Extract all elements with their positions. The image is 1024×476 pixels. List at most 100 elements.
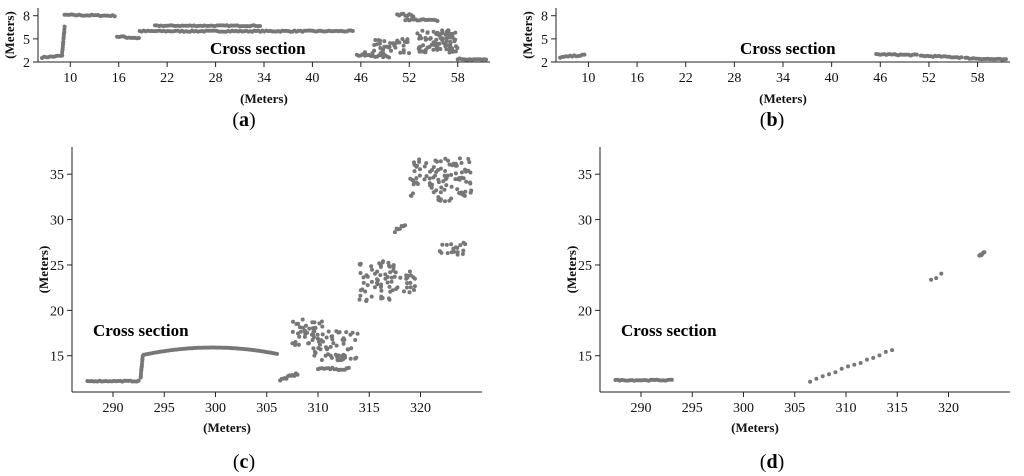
data-point — [297, 325, 302, 330]
data-point — [453, 30, 458, 35]
data-point — [136, 36, 141, 40]
data-point — [436, 168, 441, 172]
data-point — [342, 353, 347, 358]
data-point — [431, 40, 436, 45]
data-point — [311, 346, 316, 351]
data-point — [443, 32, 448, 37]
data-point — [431, 47, 436, 52]
data-point — [295, 372, 300, 377]
data-point — [445, 251, 450, 256]
data-point — [324, 335, 329, 340]
data-point — [297, 334, 302, 339]
data-point — [364, 297, 369, 302]
data-point — [814, 376, 819, 381]
cross-section-annotation: Cross section — [621, 321, 717, 340]
data-point — [440, 31, 445, 35]
caption-open-paren: ( — [232, 109, 239, 131]
x-tick-label: 58 — [971, 71, 985, 86]
data-point — [447, 198, 452, 203]
data-point — [461, 248, 466, 253]
data-point — [461, 176, 466, 181]
data-point — [298, 329, 303, 334]
data-point — [453, 171, 458, 176]
data-point — [438, 159, 443, 164]
data-point — [402, 39, 407, 44]
data-point — [354, 355, 359, 360]
data-point — [428, 169, 432, 174]
data-point — [444, 43, 449, 48]
data-point — [424, 161, 429, 166]
data-point — [864, 357, 869, 362]
data-point — [386, 45, 391, 50]
data-point — [377, 41, 382, 46]
data-point — [318, 342, 322, 347]
data-point — [468, 180, 472, 185]
data-point — [444, 183, 449, 188]
data-point — [379, 285, 383, 289]
data-point — [293, 340, 298, 344]
data-point — [375, 281, 379, 285]
data-point — [449, 184, 454, 189]
data-point — [302, 334, 307, 339]
data-point — [415, 31, 420, 36]
data-point — [389, 275, 394, 280]
data-point — [463, 189, 468, 194]
y-tick-label: 8 — [23, 10, 30, 25]
x-tick-label: 22 — [679, 71, 693, 86]
x-tick-label: 290 — [103, 401, 124, 416]
data-point — [407, 269, 412, 274]
x-tick-label: 305 — [784, 401, 805, 416]
data-point — [414, 164, 419, 169]
data-point — [369, 279, 374, 284]
data-point — [408, 285, 413, 290]
data-point — [337, 330, 342, 335]
y-axis-label: (Meters) — [520, 11, 535, 59]
data-point — [386, 296, 391, 301]
data-point — [341, 341, 346, 346]
data-point — [402, 289, 406, 294]
x-tick-label: 310 — [836, 401, 857, 416]
data-point — [344, 330, 349, 335]
data-point — [306, 341, 311, 346]
data-point — [112, 14, 117, 19]
y-tick-label: 30 — [50, 214, 64, 229]
data-point — [417, 157, 422, 162]
data-point — [669, 377, 674, 382]
data-point — [414, 176, 419, 181]
data-point — [391, 41, 396, 46]
data-point — [382, 44, 387, 49]
data-point — [410, 177, 415, 182]
data-point — [320, 332, 325, 337]
data-point — [319, 358, 324, 362]
data-point — [443, 177, 448, 182]
data-point — [334, 343, 339, 348]
data-point — [380, 260, 385, 265]
data-point — [405, 281, 410, 286]
data-point — [407, 290, 412, 295]
data-point — [435, 159, 439, 164]
x-tick-label: 16 — [630, 71, 644, 86]
data-point — [418, 167, 422, 172]
x-tick-label: 46 — [873, 71, 887, 86]
data-point — [438, 36, 443, 40]
data-point — [858, 361, 863, 365]
data-point — [446, 158, 451, 163]
data-point — [290, 329, 295, 334]
data-point — [433, 173, 438, 178]
data-point — [312, 353, 317, 358]
data-point — [457, 176, 462, 180]
data-point — [467, 160, 472, 165]
data-point — [291, 319, 295, 324]
data-point — [296, 342, 301, 347]
x-tick-label: 300 — [733, 401, 754, 416]
data-point — [373, 271, 377, 276]
data-point — [365, 283, 370, 288]
data-point — [455, 187, 460, 192]
data-point — [296, 331, 300, 336]
y-tick-label: 35 — [578, 168, 592, 183]
data-point — [419, 36, 423, 41]
data-point — [959, 55, 964, 60]
x-tick-label: 34 — [257, 71, 271, 86]
data-point — [440, 242, 445, 247]
y-tick-label: 35 — [50, 168, 64, 183]
